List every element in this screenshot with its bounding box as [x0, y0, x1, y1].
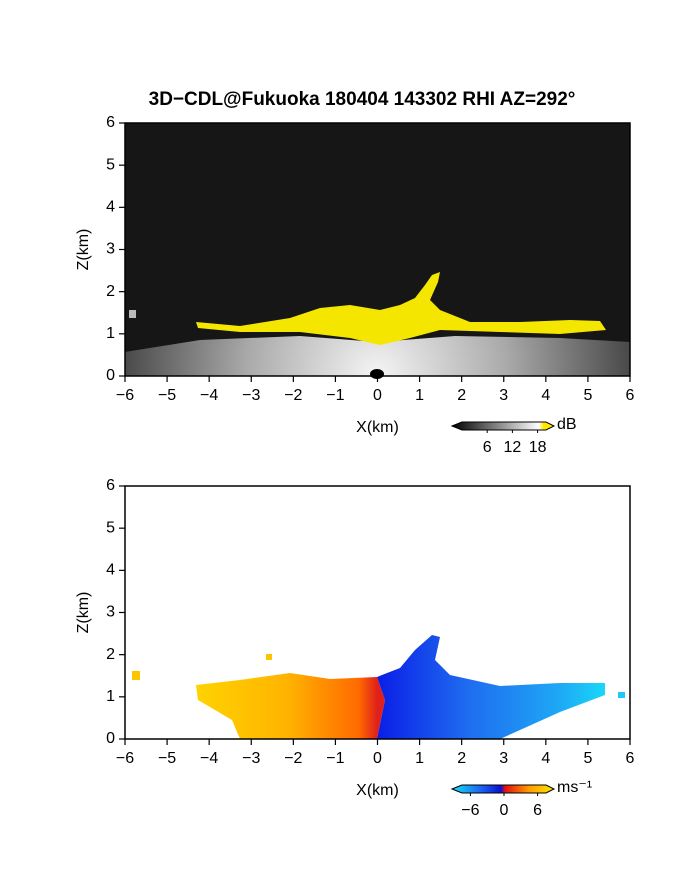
x-tick-label: 6 — [626, 387, 635, 404]
x-tick-label: −2 — [284, 387, 302, 404]
colorbar-tick-label: −6 — [461, 802, 479, 819]
y-tick-label: 0 — [106, 730, 115, 747]
y-tick-label: 4 — [106, 199, 115, 216]
y-tick-label: 6 — [106, 477, 115, 494]
y-tick-label: 5 — [106, 156, 115, 173]
x-axis-label: X(km) — [356, 782, 399, 799]
y-tick-label: 0 — [106, 367, 115, 384]
x-tick-label: 4 — [541, 387, 550, 404]
x-tick-label: 2 — [457, 387, 466, 404]
x-tick-label: 0 — [373, 750, 382, 767]
x-tick-label: 6 — [626, 750, 635, 767]
colorbar — [450, 784, 556, 794]
x-tick-label: 0 — [373, 387, 382, 404]
x-tick-label: 1 — [415, 750, 424, 767]
y-tick-label: 3 — [106, 241, 115, 258]
reflectivity-field — [125, 123, 630, 379]
x-tick-label: 3 — [499, 387, 508, 404]
x-tick-label: −1 — [326, 750, 344, 767]
x-tick-label: 4 — [541, 750, 550, 767]
x-tick-label: 2 — [457, 750, 466, 767]
colorbar — [450, 421, 556, 431]
x-tick-label: 1 — [415, 387, 424, 404]
x-tick-label: −2 — [284, 750, 302, 767]
colorbar-tick-label: 6 — [483, 439, 492, 456]
x-tick-label: 3 — [499, 750, 508, 767]
colorbar-tick-label: 18 — [529, 439, 547, 456]
colorbar-unit: dB — [557, 416, 577, 433]
x-tick-label: −1 — [326, 387, 344, 404]
x-tick-label: −5 — [158, 750, 176, 767]
y-tick-label: 6 — [106, 114, 115, 131]
x-tick-label: −6 — [116, 387, 134, 404]
x-tick-label: −4 — [200, 387, 218, 404]
colorbar-tick-label: 12 — [504, 439, 522, 456]
y-tick-label: 2 — [106, 283, 115, 300]
y-axis-label: Z(km) — [75, 592, 92, 634]
x-axis-label: X(km) — [356, 419, 399, 436]
y-tick-label: 1 — [106, 688, 115, 705]
chart-title: 3D−CDL@Fukuoka 180404 143302 RHI AZ=292° — [149, 89, 576, 110]
x-tick-label: −6 — [116, 750, 134, 767]
x-tick-label: 5 — [583, 750, 592, 767]
velocity-field — [132, 635, 625, 739]
y-tick-label: 1 — [106, 325, 115, 342]
x-tick-label: 5 — [583, 387, 592, 404]
x-tick-label: −5 — [158, 387, 176, 404]
y-axis-label: Z(km) — [75, 229, 92, 271]
x-tick-label: −3 — [242, 750, 260, 767]
y-tick-label: 3 — [106, 604, 115, 621]
x-tick-label: −4 — [200, 750, 218, 767]
x-tick-label: −3 — [242, 387, 260, 404]
colorbar-tick-label: 6 — [533, 802, 542, 819]
y-tick-label: 5 — [106, 519, 115, 536]
y-tick-label: 2 — [106, 646, 115, 663]
colorbar-unit: ms⁻¹ — [557, 779, 592, 796]
y-tick-label: 4 — [106, 562, 115, 579]
colorbar-tick-label: 0 — [500, 802, 509, 819]
